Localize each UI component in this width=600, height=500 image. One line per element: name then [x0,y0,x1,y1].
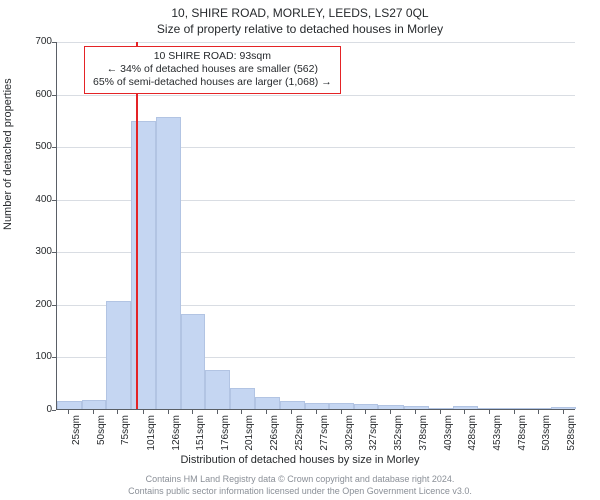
y-tick-mark [52,147,56,148]
y-tick-label: 400 [12,194,52,205]
chart-title: 10, SHIRE ROAD, MORLEY, LEEDS, LS27 0QL [0,6,600,20]
x-tick-mark [390,410,391,414]
histogram-bar [305,403,330,409]
x-tick-label: 50sqm [96,415,107,451]
x-tick-label: 226sqm [269,415,280,451]
y-tick-mark [52,95,56,96]
x-tick-label: 25sqm [71,415,82,451]
x-tick-label: 378sqm [418,415,429,451]
x-tick-mark [266,410,267,414]
x-tick-label: 403sqm [443,415,454,451]
histogram-bar [502,408,527,409]
x-tick-mark [143,410,144,414]
y-tick-mark [52,305,56,306]
x-tick-mark [168,410,169,414]
x-tick-label: 302sqm [344,415,355,451]
x-tick-label: 75sqm [120,415,131,451]
x-tick-mark [291,410,292,414]
y-tick-label: 0 [12,404,52,415]
info-box: 10 SHIRE ROAD: 93sqm ← 34% of detached h… [84,46,341,94]
histogram-bar [378,405,404,409]
x-tick-mark [415,410,416,414]
x-tick-mark [68,410,69,414]
y-tick-label: 600 [12,89,52,100]
x-tick-label: 503sqm [541,415,552,451]
x-tick-label: 151sqm [195,415,206,451]
histogram-bar [280,401,305,409]
histogram-bar [404,406,429,409]
y-tick-label: 200 [12,299,52,310]
y-tick-label: 500 [12,141,52,152]
histogram-bar [527,408,552,409]
histogram-bar [551,407,576,409]
x-tick-label: 176sqm [220,415,231,451]
footer-line-2: Contains public sector information licen… [0,486,600,496]
histogram-bar [453,406,478,409]
histogram-bar [230,388,255,409]
x-tick-label: 528sqm [566,415,577,451]
x-tick-mark [93,410,94,414]
x-tick-mark [217,410,218,414]
y-tick-label: 700 [12,36,52,47]
info-line-2: ← 34% of detached houses are smaller (56… [93,63,332,76]
chart-subtitle: Size of property relative to detached ho… [0,22,600,36]
x-tick-mark [117,410,118,414]
y-tick-mark [52,252,56,253]
x-tick-mark [316,410,317,414]
x-tick-label: 126sqm [171,415,182,451]
histogram-bar [82,400,107,409]
x-tick-mark [464,410,465,414]
histogram-bar [57,401,82,409]
x-tick-mark [538,410,539,414]
histogram-bar [106,301,131,409]
histogram-bar [478,408,503,409]
reference-line [136,42,138,409]
x-tick-mark [192,410,193,414]
y-tick-label: 100 [12,351,52,362]
x-tick-mark [563,410,564,414]
x-tick-label: 453sqm [492,415,503,451]
x-tick-mark [341,410,342,414]
x-tick-mark [241,410,242,414]
x-tick-label: 428sqm [467,415,478,451]
histogram-bar [131,121,157,409]
x-tick-label: 277sqm [319,415,330,451]
x-tick-mark [440,410,441,414]
gridline [57,95,575,96]
x-axis-label: Distribution of detached houses by size … [0,454,600,466]
histogram-bar [156,117,181,409]
x-tick-label: 252sqm [294,415,305,451]
y-axis-label: Number of detached properties [2,78,14,230]
info-line-3: 65% of semi-detached houses are larger (… [93,76,332,89]
y-tick-mark [52,200,56,201]
histogram-bar [329,403,354,409]
histogram-bar [205,370,230,409]
x-tick-mark [489,410,490,414]
histogram-bar [354,404,379,409]
x-tick-mark [365,410,366,414]
x-tick-label: 201sqm [244,415,255,451]
x-tick-label: 101sqm [146,415,157,451]
histogram-bar [429,408,454,409]
info-line-1: 10 SHIRE ROAD: 93sqm [93,50,332,63]
x-tick-label: 327sqm [368,415,379,451]
footer-line-1: Contains HM Land Registry data © Crown c… [0,474,600,484]
histogram-bar [181,314,206,409]
histogram-bar [255,397,281,409]
plot-area [56,42,575,410]
chart-container: 10, SHIRE ROAD, MORLEY, LEEDS, LS27 0QL … [0,0,600,500]
y-tick-mark [52,410,56,411]
y-tick-mark [52,42,56,43]
x-tick-label: 478sqm [517,415,528,451]
x-tick-label: 352sqm [393,415,404,451]
y-tick-label: 300 [12,246,52,257]
y-tick-mark [52,357,56,358]
x-tick-mark [514,410,515,414]
gridline [57,42,575,43]
